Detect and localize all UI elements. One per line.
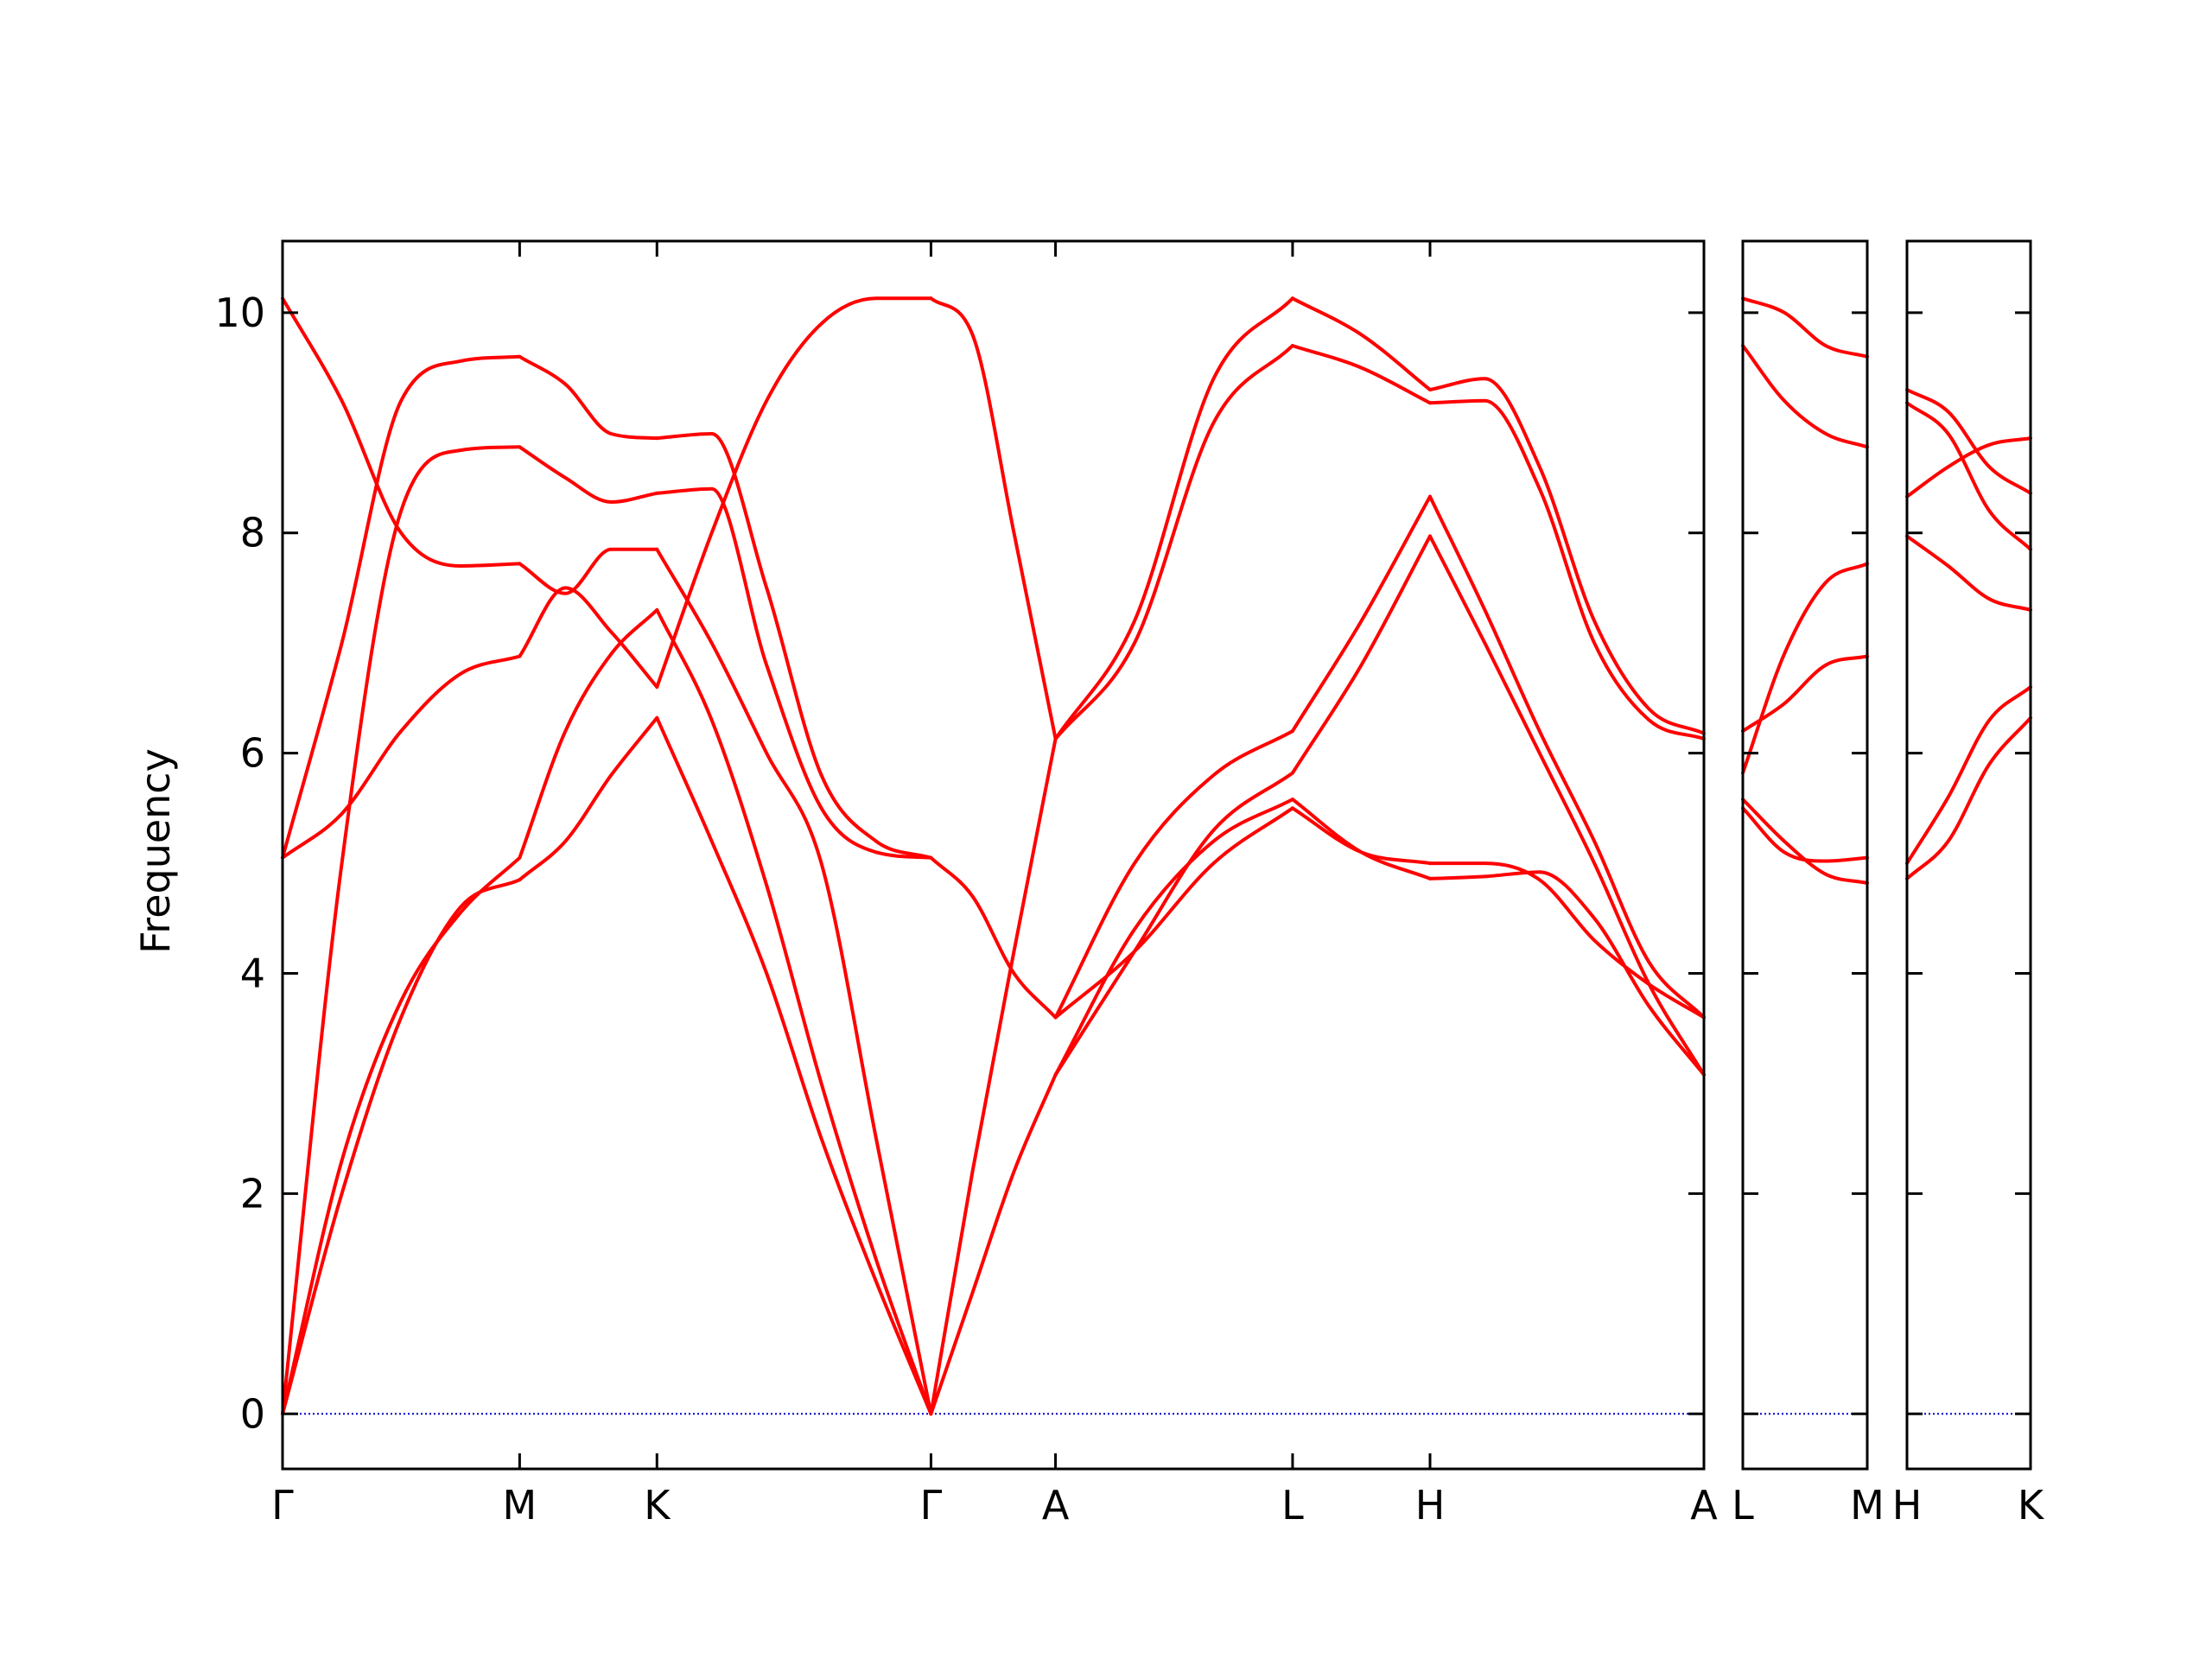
- band-line-p1-s7-b1: [1428, 870, 1706, 1077]
- band-line-p1-s6-b3: [1290, 534, 1432, 775]
- band-line-p1-s3-b1: [655, 715, 933, 1416]
- panel-frame: [281, 239, 1706, 1471]
- y-tick-label: 4: [240, 950, 265, 997]
- band-line-p2-s1-b6: [1741, 296, 1869, 359]
- x-tick-label: H: [1415, 1482, 1446, 1529]
- band-line-p1-s5-b6: [1053, 296, 1294, 741]
- band-line-p1-s4-b2: [929, 737, 1058, 1416]
- band-line-p1-s2-b5: [518, 354, 659, 441]
- band-line-p2-s1-b5: [1741, 344, 1869, 449]
- band-line-p2-s1-b1: [1741, 806, 1869, 863]
- x-tick-label: M: [1850, 1482, 1885, 1529]
- panel-frame: [1905, 239, 2032, 1471]
- x-tick-label: K: [644, 1482, 671, 1529]
- band-line-p1-s6-b1: [1290, 798, 1432, 880]
- band-line-p2-s1-b4: [1741, 654, 1869, 734]
- y-tick-label: 2: [240, 1170, 265, 1217]
- band-line-p3-s1-b2: [1905, 685, 2032, 866]
- band-line-p3-s1-b5: [1905, 401, 2032, 551]
- band-line-p1-s4-b3: [929, 296, 1058, 741]
- band-line-p3-s1-b3: [1905, 534, 2032, 612]
- band-line-p1-s1-b3: [281, 445, 522, 1416]
- band-line-p1-s7-b6: [1428, 377, 1706, 735]
- band-line-p1-s1-b1: [281, 878, 522, 1416]
- band-line-p1-s3-b6: [655, 486, 933, 860]
- band-line-p1-s7-b4: [1428, 494, 1706, 1020]
- x-tick-label: M: [503, 1482, 537, 1529]
- band-line-p3-s1-b4: [1905, 436, 2032, 499]
- y-tick-label: 10: [214, 289, 265, 336]
- band-line-p1-s7-b3: [1428, 534, 1706, 1077]
- band-line-p1-s2-b4: [518, 586, 659, 690]
- band-line-p1-s6-b6: [1290, 296, 1432, 391]
- x-tick-label: H: [1892, 1482, 1923, 1529]
- band-line-p1-s2-b6: [518, 547, 659, 595]
- band-line-p1-s1-b5: [281, 354, 522, 860]
- band-line-p1-s2-b1: [518, 715, 659, 882]
- band-line-p1-s6-b2: [1290, 806, 1432, 866]
- y-axis-label: Frequency: [132, 748, 179, 954]
- band-line-p1-s3-b2: [655, 607, 933, 1416]
- band-line-p2-s1-b2: [1741, 798, 1869, 885]
- x-tick-label: A: [1690, 1482, 1718, 1529]
- panel-frame: [1741, 239, 1869, 1471]
- band-line-p1-s2-b3: [518, 445, 659, 504]
- x-tick-label: K: [2018, 1482, 2045, 1529]
- band-line-p1-s5-b5: [1053, 344, 1294, 741]
- panel-1: Γ M K Γ A L H A 0 2 4 6 8 10: [214, 239, 1718, 1529]
- x-tick-label: Γ: [271, 1482, 294, 1529]
- band-line-p2-s1-b3: [1741, 562, 1869, 775]
- band-line-p1-s6-b5: [1290, 344, 1432, 405]
- band-line-p1-s4-b1: [929, 1072, 1058, 1416]
- band-line-p3-s1-b6: [1905, 388, 2032, 495]
- band-line-p1-s7-b2: [1428, 861, 1706, 1020]
- band-line-p1-s5-b3: [1053, 806, 1294, 1020]
- band-line-p1-s6-b4: [1290, 494, 1432, 734]
- y-tick-label: 0: [240, 1390, 265, 1437]
- band-line-p1-s4-b4: [929, 855, 1058, 1020]
- band-line-p3-s1-b1: [1905, 715, 2032, 880]
- y-tick-label: 8: [240, 510, 265, 556]
- band-line-p1-s5-b1: [1053, 798, 1294, 1077]
- x-tick-label: A: [1042, 1482, 1070, 1529]
- band-line-p1-s2-b2: [518, 607, 659, 860]
- band-line-p1-s5-b4: [1053, 729, 1294, 1020]
- band-line-p1-s1-b6: [281, 296, 522, 568]
- x-tick-label: L: [1281, 1482, 1304, 1529]
- band-line-p1-s7-b5: [1428, 398, 1706, 741]
- band-line-p1-s3-b3: [655, 547, 933, 1416]
- x-tick-label: Γ: [920, 1482, 943, 1529]
- x-tick-label: L: [1732, 1482, 1754, 1529]
- y-tick-label: 6: [240, 730, 265, 777]
- band-line-p1-s3-b5: [655, 432, 933, 860]
- band-line-p1-s5-b2: [1053, 771, 1294, 1077]
- band-line-p1-s3-b4: [655, 296, 933, 690]
- band-line-p1-s1-b4: [281, 654, 522, 860]
- band-line-p1-s1-b2: [281, 855, 522, 1416]
